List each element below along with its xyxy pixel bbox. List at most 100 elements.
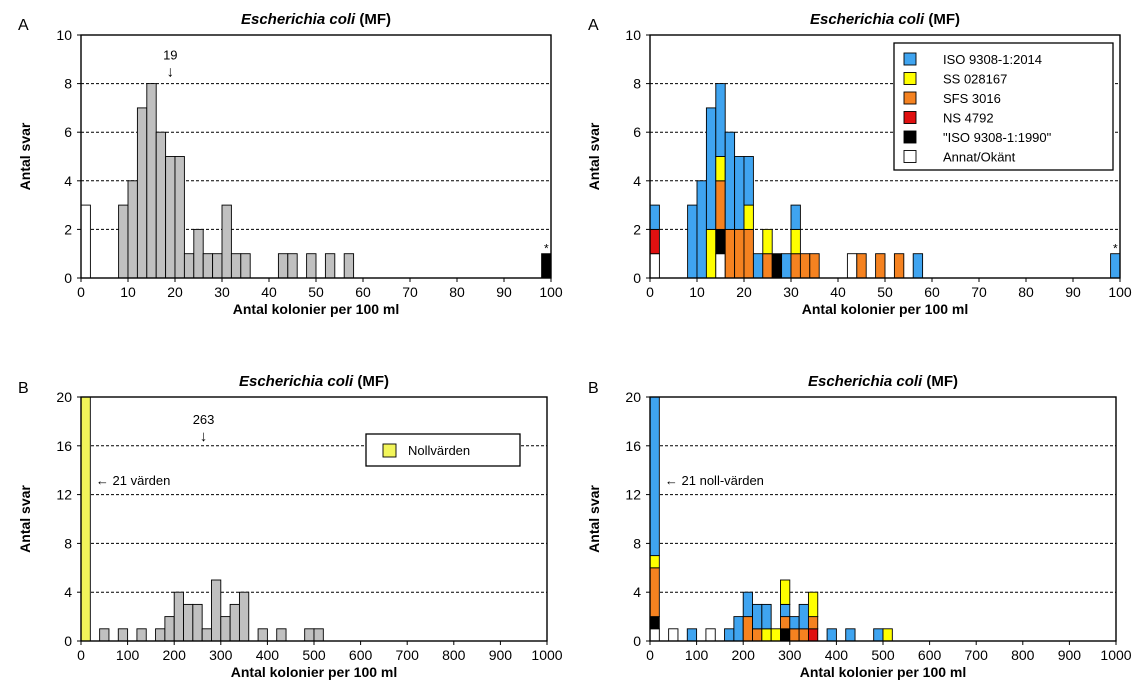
x-tick-label: 0 bbox=[646, 647, 654, 663]
x-tick-label: 90 bbox=[1065, 284, 1081, 300]
bar-segment bbox=[192, 603, 203, 642]
bar-segment bbox=[715, 253, 726, 279]
bar-segment bbox=[807, 616, 819, 630]
bar-segment bbox=[798, 628, 809, 642]
bar-segment bbox=[705, 628, 716, 642]
x-tick-label: 70 bbox=[402, 284, 418, 300]
x-tick-label: 40 bbox=[830, 284, 846, 300]
y-tick-label: 4 bbox=[64, 173, 72, 189]
bar-segment bbox=[742, 591, 753, 618]
bar-segment bbox=[752, 628, 763, 642]
bar-segment bbox=[287, 253, 298, 279]
bar-segment bbox=[724, 228, 736, 279]
bar-segment bbox=[276, 628, 287, 642]
bar-segment bbox=[649, 616, 660, 630]
x-axis-label: Antal kolonier per 100 ml bbox=[802, 301, 969, 317]
y-tick-label: 16 bbox=[56, 438, 72, 454]
y-tick-label: 2 bbox=[633, 221, 641, 237]
x-tick-label: 50 bbox=[308, 284, 324, 300]
annotation-label: 263 bbox=[193, 412, 215, 427]
legend-swatch bbox=[903, 111, 917, 124]
chart-title: Escherichia coli (MF) bbox=[239, 373, 389, 390]
x-tick-label: 900 bbox=[489, 647, 513, 663]
bar-segment bbox=[649, 396, 660, 557]
bar-segment bbox=[201, 628, 212, 642]
bar-segment bbox=[257, 628, 268, 642]
bar-segment bbox=[212, 253, 223, 279]
x-tick-label: 0 bbox=[77, 647, 85, 663]
x-tick-label: 40 bbox=[261, 284, 277, 300]
down-arrow-icon: ↓ bbox=[167, 63, 175, 80]
bar-segment bbox=[649, 555, 660, 569]
legend-label: SS 028167 bbox=[943, 72, 1007, 87]
bar-segment bbox=[781, 253, 792, 279]
bar-segment bbox=[343, 253, 355, 279]
bar-segment bbox=[789, 628, 800, 642]
bar-segment bbox=[715, 156, 726, 182]
bar-segment bbox=[324, 253, 336, 279]
x-tick-label: 20 bbox=[736, 284, 752, 300]
bar-segment bbox=[202, 253, 214, 279]
x-tick-label: 30 bbox=[214, 284, 230, 300]
bar-segment bbox=[742, 616, 753, 642]
bar-segment bbox=[306, 253, 317, 279]
y-tick-label: 0 bbox=[64, 633, 72, 649]
bar-segment bbox=[136, 107, 148, 279]
y-axis-label: Antal svar bbox=[586, 485, 602, 553]
chart-title: Escherichia coli (MF) bbox=[808, 373, 958, 390]
x-tick-label: 70 bbox=[971, 284, 987, 300]
legend-swatch bbox=[382, 443, 397, 458]
y-axis-label: Antal svar bbox=[586, 122, 602, 190]
x-tick-label: 100 bbox=[1108, 284, 1132, 300]
y-tick-label: 0 bbox=[633, 633, 641, 649]
x-tick-label: 400 bbox=[256, 647, 280, 663]
bar-segment bbox=[155, 131, 167, 279]
legend-label: ISO 9308-1:2014 bbox=[943, 52, 1042, 67]
bar-segment bbox=[873, 628, 884, 642]
bar-segment bbox=[912, 253, 924, 279]
annotation-note: ← 21 värden bbox=[96, 473, 170, 488]
bar-segment bbox=[118, 204, 129, 279]
bar-segment bbox=[715, 83, 726, 157]
x-tick-label: 100 bbox=[539, 284, 563, 300]
bar-segment bbox=[193, 228, 204, 279]
bar-segment bbox=[809, 253, 820, 279]
bar-segment bbox=[875, 253, 886, 279]
x-tick-label: 800 bbox=[1011, 647, 1035, 663]
x-axis-label: Antal kolonier per 100 ml bbox=[233, 301, 400, 317]
bar-segment bbox=[1110, 253, 1121, 279]
bar-segment bbox=[173, 591, 184, 642]
bar-segment bbox=[743, 228, 754, 279]
panel-letter: B bbox=[18, 380, 29, 397]
bar-segment bbox=[136, 628, 147, 642]
bar-segment bbox=[752, 603, 763, 630]
x-tick-label: 50 bbox=[877, 284, 893, 300]
legend-label: NS 4792 bbox=[943, 111, 994, 126]
bar-segment bbox=[696, 180, 707, 279]
y-tick-label: 2 bbox=[64, 221, 72, 237]
chart-title: Escherichia coli (MF) bbox=[810, 11, 960, 28]
x-tick-label: 500 bbox=[871, 647, 895, 663]
bar-segment bbox=[541, 253, 552, 279]
y-tick-label: 6 bbox=[633, 124, 641, 140]
bar-segment bbox=[780, 579, 791, 605]
bar-segment bbox=[798, 603, 809, 630]
y-tick-label: 4 bbox=[64, 584, 72, 600]
bar-segment bbox=[780, 628, 791, 642]
bar-segment bbox=[686, 628, 698, 642]
y-tick-label: 12 bbox=[56, 487, 72, 503]
legend: Nollvärden bbox=[365, 433, 521, 467]
bar-segment bbox=[240, 253, 251, 279]
y-tick-label: 10 bbox=[625, 27, 641, 43]
bar-segment bbox=[174, 156, 185, 279]
bar-segment bbox=[780, 616, 791, 630]
bar-segment bbox=[238, 591, 250, 642]
y-tick-label: 4 bbox=[633, 584, 641, 600]
bar-segment bbox=[761, 603, 772, 630]
chart-title-suffix: (MF) bbox=[924, 11, 960, 28]
bar-segment bbox=[165, 156, 176, 279]
x-tick-label: 600 bbox=[349, 647, 373, 663]
y-tick-label: 8 bbox=[64, 76, 72, 92]
